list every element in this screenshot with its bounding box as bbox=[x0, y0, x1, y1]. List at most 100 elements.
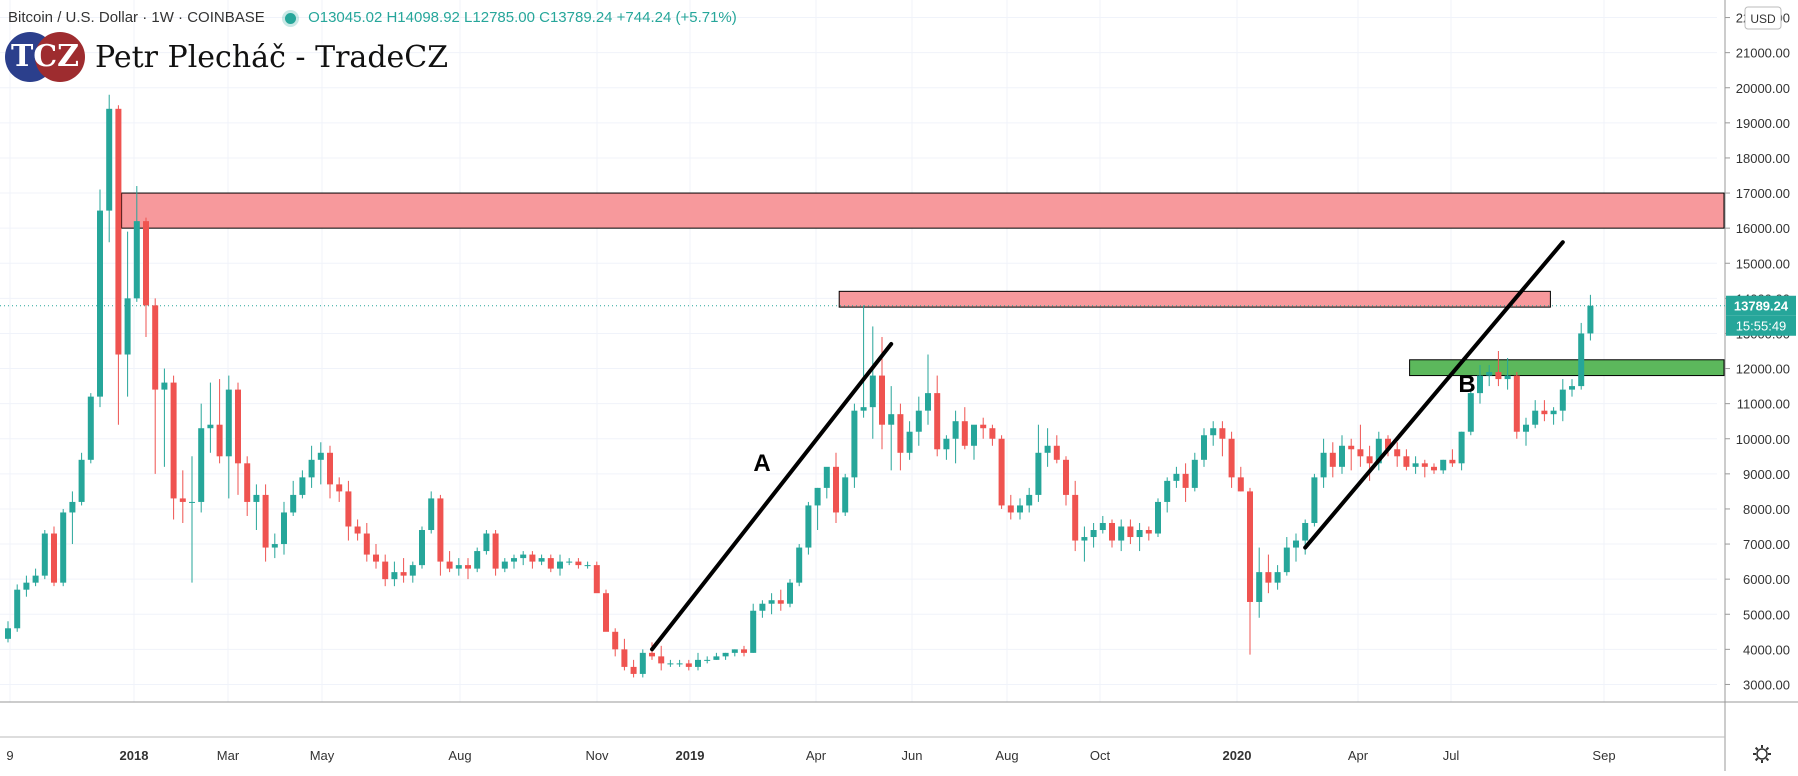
candle[interactable] bbox=[1385, 438, 1391, 450]
candle[interactable] bbox=[529, 554, 536, 562]
candle[interactable] bbox=[989, 428, 996, 439]
candle[interactable] bbox=[1486, 372, 1493, 376]
candle[interactable] bbox=[1293, 540, 1299, 548]
candle[interactable] bbox=[557, 561, 563, 569]
candle[interactable] bbox=[189, 501, 195, 503]
candle[interactable] bbox=[1155, 501, 1161, 534]
candle[interactable] bbox=[1458, 431, 1465, 464]
candle[interactable] bbox=[1357, 449, 1364, 457]
candle[interactable] bbox=[1431, 466, 1437, 471]
candle[interactable] bbox=[207, 424, 214, 429]
candle[interactable] bbox=[354, 526, 361, 534]
candle[interactable] bbox=[1210, 428, 1217, 436]
candle[interactable] bbox=[106, 108, 113, 211]
candle[interactable] bbox=[971, 424, 977, 446]
candle[interactable] bbox=[1467, 393, 1474, 432]
candle[interactable] bbox=[455, 565, 462, 569]
candle[interactable] bbox=[1302, 522, 1309, 541]
candle[interactable] bbox=[14, 589, 21, 629]
candle[interactable] bbox=[1274, 572, 1281, 583]
candle[interactable] bbox=[198, 428, 205, 502]
candle[interactable] bbox=[897, 414, 904, 453]
candle[interactable] bbox=[179, 498, 186, 502]
candle[interactable] bbox=[603, 593, 609, 632]
candle[interactable] bbox=[584, 565, 591, 567]
candle[interactable] bbox=[87, 396, 94, 460]
candle[interactable] bbox=[133, 221, 140, 299]
resistance-zone[interactable] bbox=[121, 192, 1725, 229]
candle[interactable] bbox=[961, 421, 968, 446]
candle[interactable] bbox=[115, 108, 122, 355]
candle[interactable] bbox=[501, 561, 508, 569]
candle[interactable] bbox=[1375, 438, 1382, 464]
candle[interactable] bbox=[1017, 505, 1023, 513]
candle[interactable] bbox=[1559, 389, 1566, 411]
trendline-a[interactable] bbox=[650, 341, 894, 652]
candle[interactable] bbox=[851, 410, 858, 478]
candle[interactable] bbox=[363, 533, 370, 555]
candle[interactable] bbox=[492, 533, 499, 569]
candle[interactable] bbox=[60, 512, 67, 583]
candle[interactable] bbox=[731, 649, 738, 653]
candle[interactable] bbox=[1587, 305, 1594, 334]
candle[interactable] bbox=[474, 551, 481, 569]
candle[interactable] bbox=[649, 652, 655, 657]
candle[interactable] bbox=[1569, 386, 1575, 390]
currency-badge[interactable] bbox=[1744, 6, 1782, 30]
candle[interactable] bbox=[833, 466, 839, 513]
candle[interactable] bbox=[235, 389, 241, 464]
candle[interactable] bbox=[1550, 410, 1557, 415]
candle[interactable] bbox=[593, 565, 600, 594]
candle[interactable] bbox=[1339, 445, 1345, 467]
candle[interactable] bbox=[1219, 428, 1226, 439]
candle[interactable] bbox=[1173, 473, 1180, 481]
candle[interactable] bbox=[805, 505, 812, 548]
candle[interactable] bbox=[345, 491, 352, 527]
candle[interactable] bbox=[428, 498, 435, 531]
candle[interactable] bbox=[980, 424, 987, 429]
candle[interactable] bbox=[97, 210, 103, 397]
candle[interactable] bbox=[317, 452, 324, 460]
candle[interactable] bbox=[409, 565, 416, 576]
candle[interactable] bbox=[143, 221, 149, 306]
candle[interactable] bbox=[1109, 522, 1115, 541]
candle[interactable] bbox=[750, 610, 757, 653]
candle[interactable] bbox=[998, 438, 1005, 506]
candle[interactable] bbox=[842, 477, 849, 513]
candle[interactable] bbox=[1412, 463, 1419, 467]
candle[interactable] bbox=[1247, 491, 1253, 602]
candle[interactable] bbox=[787, 582, 793, 604]
candle[interactable] bbox=[814, 487, 821, 506]
candle[interactable] bbox=[41, 533, 48, 576]
candle[interactable] bbox=[336, 484, 343, 492]
candle[interactable] bbox=[879, 375, 885, 425]
candle[interactable] bbox=[860, 407, 867, 411]
candle[interactable] bbox=[1081, 537, 1088, 541]
symbol-info[interactable]: Bitcoin / U.S. Dollar · 1W · COINBASE bbox=[8, 9, 265, 26]
candle[interactable] bbox=[225, 389, 232, 457]
candle[interactable] bbox=[1504, 375, 1511, 380]
candle[interactable] bbox=[925, 393, 931, 411]
candle[interactable] bbox=[216, 424, 223, 457]
candle[interactable] bbox=[713, 656, 720, 660]
candle[interactable] bbox=[373, 554, 379, 562]
candle[interactable] bbox=[1403, 456, 1410, 467]
candle[interactable] bbox=[1090, 530, 1097, 538]
candle[interactable] bbox=[676, 663, 683, 665]
candle[interactable] bbox=[952, 421, 959, 439]
candle[interactable] bbox=[483, 533, 490, 552]
candle[interactable] bbox=[124, 298, 131, 355]
candle[interactable] bbox=[161, 382, 168, 390]
candle[interactable] bbox=[1063, 459, 1069, 495]
candle[interactable] bbox=[1026, 494, 1033, 506]
candle[interactable] bbox=[1201, 435, 1207, 460]
candle[interactable] bbox=[722, 652, 729, 657]
candle[interactable] bbox=[547, 558, 554, 569]
candle[interactable] bbox=[796, 547, 803, 583]
candle[interactable] bbox=[51, 533, 57, 583]
candle[interactable] bbox=[1228, 438, 1235, 478]
candle[interactable] bbox=[1329, 452, 1336, 467]
candle[interactable] bbox=[327, 452, 333, 485]
candle[interactable] bbox=[1513, 375, 1520, 432]
candle[interactable] bbox=[299, 477, 306, 495]
